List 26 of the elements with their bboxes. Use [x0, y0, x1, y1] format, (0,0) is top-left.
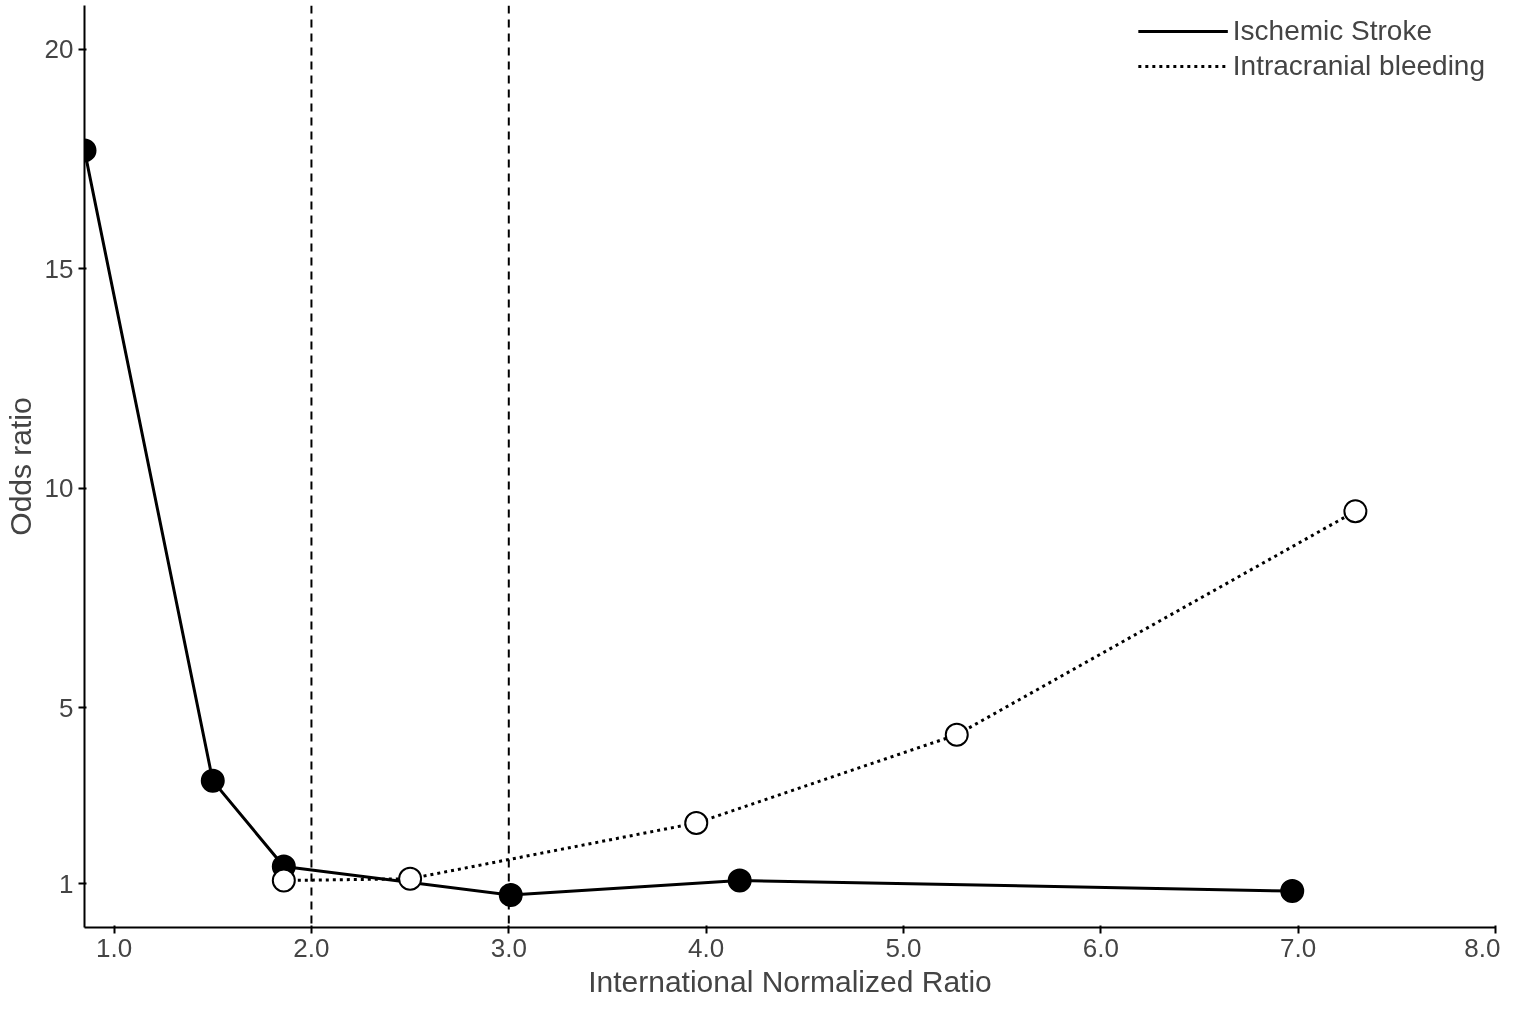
legend-label: Intracranial bleeding: [1232, 50, 1485, 82]
point: [498, 883, 523, 907]
x-axis-title: International Normalized Ratio: [588, 964, 992, 998]
x-tick-label: 2.0: [293, 932, 330, 963]
point: [1343, 499, 1368, 524]
point: [684, 811, 709, 835]
point: [1280, 879, 1305, 904]
point: [944, 722, 969, 747]
x-tick-label: 4.0: [688, 932, 725, 963]
legend-label: Ischemic Stroke: [1232, 15, 1432, 47]
y-tick-label: 1: [59, 868, 74, 899]
x-tick-label: 6.0: [1082, 932, 1119, 963]
y-tick-label: 20: [44, 34, 74, 65]
y-tick-label: 15: [44, 253, 74, 284]
y-tick-label: 10: [44, 473, 74, 504]
x-tick-label: 8.0: [1464, 932, 1501, 963]
point: [727, 868, 752, 893]
y-axis-title: Odds ratio: [3, 397, 37, 536]
point: [200, 768, 225, 793]
y-tick-label: 5: [59, 692, 74, 723]
x-tick-label: 7.0: [1280, 932, 1317, 963]
point: [271, 868, 296, 893]
x-tick-label: 5.0: [885, 932, 922, 963]
x-tick-label: 3.0: [490, 932, 527, 963]
point: [398, 866, 423, 891]
x-tick-label: 1.0: [96, 932, 133, 963]
